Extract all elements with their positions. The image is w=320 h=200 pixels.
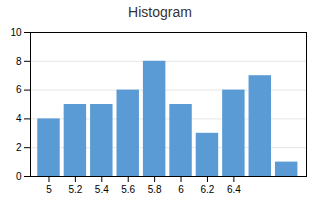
svg-text:5.6: 5.6	[121, 184, 135, 195]
svg-text:0: 0	[16, 171, 22, 182]
svg-text:6: 6	[16, 84, 22, 95]
svg-text:6: 6	[178, 184, 184, 195]
svg-text:6.4: 6.4	[227, 184, 241, 195]
html-text:Histogram: Histogram	[128, 4, 192, 20]
svg-text:4: 4	[16, 113, 22, 124]
svg-text:10: 10	[10, 27, 22, 38]
svg-text:2: 2	[16, 142, 22, 153]
svg-text:5.4: 5.4	[95, 184, 109, 195]
svg-text:5.2: 5.2	[68, 184, 82, 195]
svg-text:6.2: 6.2	[201, 184, 215, 195]
svg-text:5.8: 5.8	[148, 184, 162, 195]
svg-text:8: 8	[16, 56, 22, 67]
svg-text:5: 5	[46, 184, 52, 195]
